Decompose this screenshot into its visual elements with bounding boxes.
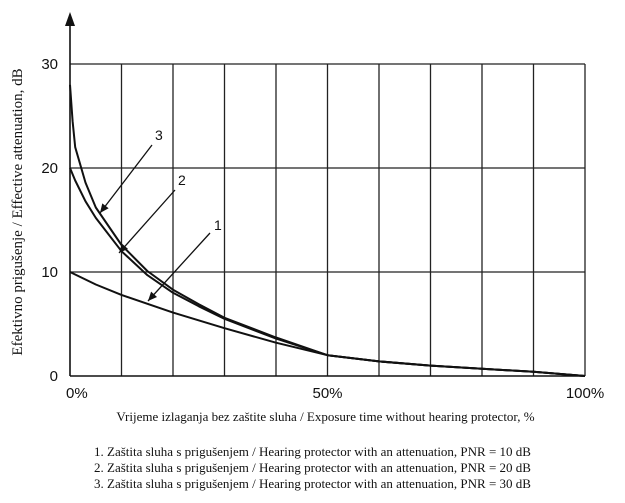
leader-arrowhead-3 bbox=[100, 203, 109, 213]
legend-entry-3: 3. Zaštita sluha s prigušenjem / Hearing… bbox=[94, 476, 531, 491]
legend-entry-1: 1. Zaštita sluha s prigušenjem / Hearing… bbox=[94, 444, 531, 459]
curve-label-2: 2 bbox=[178, 172, 186, 188]
leader-arrowhead-1 bbox=[148, 291, 158, 301]
x-tick-label: 0% bbox=[66, 385, 88, 402]
y-axis-label: Efektivno prigušenje / Effective attenua… bbox=[10, 68, 26, 355]
y-tick-label: 30 bbox=[41, 56, 58, 73]
leader-arrowhead-2 bbox=[119, 243, 128, 253]
y-tick-label: 20 bbox=[41, 160, 58, 177]
x-tick-label: 50% bbox=[312, 385, 342, 402]
leader-line-2 bbox=[118, 189, 176, 254]
leader-line-1 bbox=[147, 232, 211, 302]
x-tick-label: 100% bbox=[566, 385, 604, 402]
leader-line-3 bbox=[99, 144, 153, 214]
legend-entry-2: 2. Zaštita sluha s prigušenjem / Hearing… bbox=[94, 460, 531, 475]
y-tick-label: 0 bbox=[50, 368, 58, 385]
y-tick-label: 10 bbox=[41, 264, 58, 281]
curve-label-1: 1 bbox=[214, 217, 222, 233]
curve-label-3: 3 bbox=[155, 127, 163, 143]
series-line-3 bbox=[69, 84, 586, 377]
x-axis-label: Vrijeme izlaganja bez zaštite sluha / Ex… bbox=[116, 409, 534, 424]
y-axis-arrow bbox=[65, 12, 75, 26]
